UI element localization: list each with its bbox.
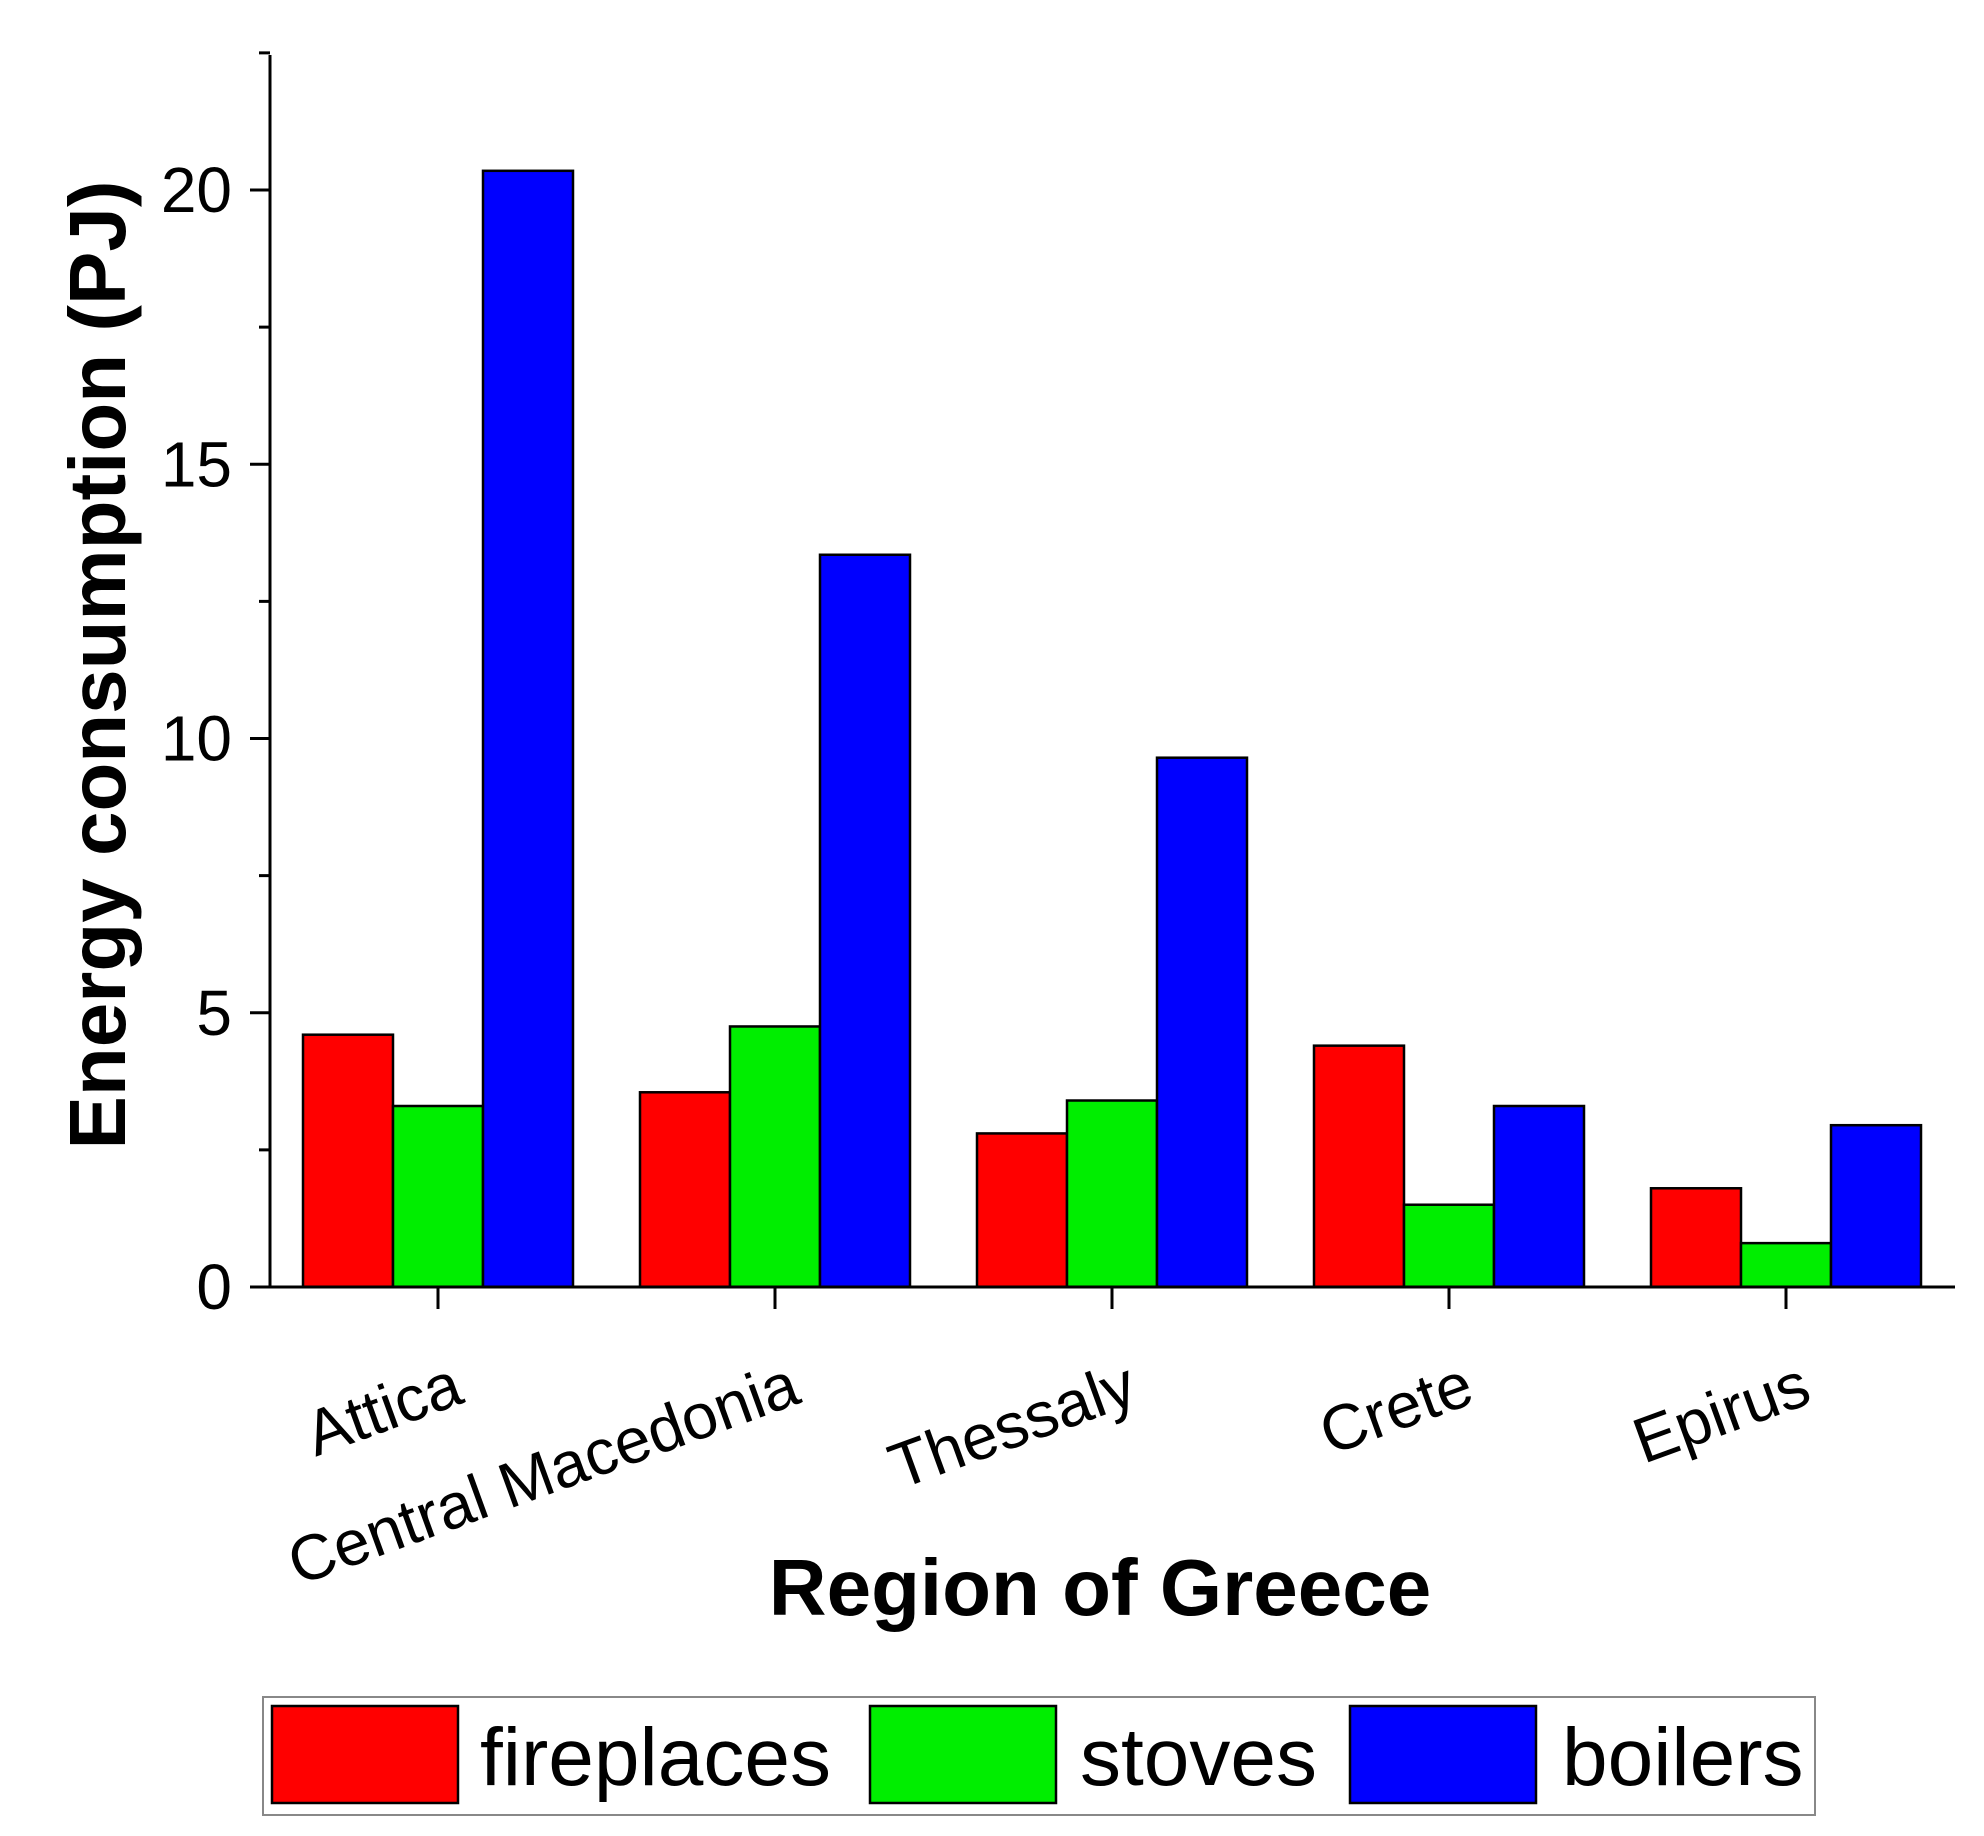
x-axis-title: Region of Greece <box>769 1543 1431 1632</box>
bar-boilers-epirus <box>1829 1123 1923 1289</box>
legend-swatch-fireplaces <box>270 1704 460 1805</box>
legend-swatch-boilers <box>1348 1704 1538 1805</box>
bar-boilers-thessaly <box>1155 756 1249 1289</box>
x-tick-label-attica: Attica <box>296 1347 471 1470</box>
bar-boilers-attica <box>481 169 575 1289</box>
bars-layer <box>301 169 1923 1289</box>
bar-fireplaces-crete <box>1312 1044 1406 1289</box>
axes-layer <box>250 51 1955 1309</box>
bar-fireplaces-attica <box>301 1033 395 1289</box>
legend-label-boilers: boilers <box>1562 1712 1804 1803</box>
bar-fireplaces-thessaly <box>975 1132 1069 1289</box>
x-tick-label-crete: Crete <box>1310 1347 1482 1468</box>
bar-boilers-crete <box>1492 1104 1586 1289</box>
legend-label-fireplaces: fireplaces <box>480 1712 831 1803</box>
bar-stoves-crete <box>1402 1203 1496 1289</box>
x-tick-label-thessaly: Thessaly <box>880 1347 1145 1502</box>
y-tick-label: 0 <box>196 1251 232 1323</box>
y-tick-label: 20 <box>161 154 232 226</box>
bar-stoves-thessaly <box>1065 1099 1159 1289</box>
y-tick-label: 5 <box>196 977 232 1049</box>
bar-stoves-central-macedonia <box>728 1025 822 1289</box>
y-axis-title: Energy consumption (PJ) <box>53 181 142 1150</box>
bar-stoves-epirus <box>1739 1241 1833 1289</box>
legend-label-stoves: stoves <box>1080 1712 1317 1803</box>
y-tick-label: 15 <box>161 428 232 500</box>
bar-fireplaces-epirus <box>1649 1187 1743 1289</box>
legend-swatch-stoves <box>868 1704 1058 1805</box>
x-tick-label-epirus: Epirus <box>1624 1347 1819 1477</box>
bar-fireplaces-central-macedonia <box>638 1091 732 1289</box>
legend: fireplaces stoves boilers <box>262 1696 1816 1816</box>
bar-boilers-central-macedonia <box>818 553 912 1289</box>
bar-stoves-attica <box>391 1104 485 1289</box>
y-tick-label: 10 <box>161 703 232 775</box>
